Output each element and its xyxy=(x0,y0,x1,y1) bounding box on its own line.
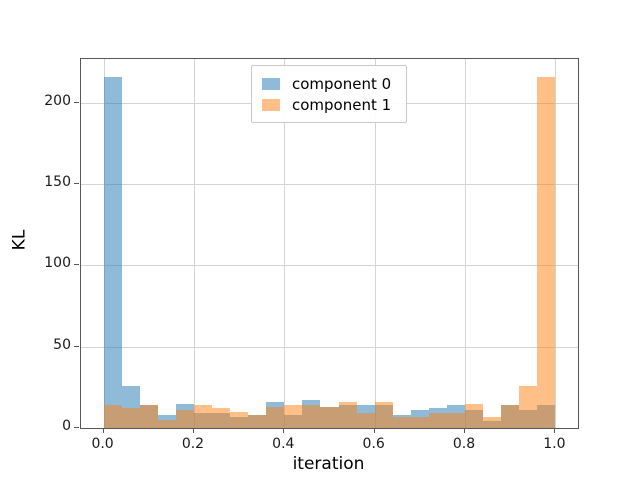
x-tick-mark-0.4 xyxy=(283,428,285,433)
histogram-bar-component-1-bin-9 xyxy=(266,406,285,428)
y-tick-mark-50 xyxy=(74,345,79,347)
x-tick-label-0.4: 0.4 xyxy=(272,436,295,452)
y-tick-mark-0 xyxy=(74,427,79,428)
histogram-bar-component-1-bin-4 xyxy=(175,410,194,428)
legend-swatch-component-0 xyxy=(262,77,280,90)
y-tick-label-100: 100 xyxy=(44,255,71,272)
histogram-bar-component-1-bin-23 xyxy=(519,385,538,428)
x-tick-label-0.6: 0.6 xyxy=(362,436,385,452)
histogram-bar-component-0-bin-0 xyxy=(103,76,122,428)
y-tick-mark-200 xyxy=(74,101,79,103)
histogram-bar-component-1-bin-15 xyxy=(374,401,393,428)
y-tick-mark-150 xyxy=(74,182,79,184)
x-tick-label-0.2: 0.2 xyxy=(181,436,205,452)
histogram-bar-component-1-bin-2 xyxy=(139,405,158,428)
histogram-bar-component-1-bin-0 xyxy=(103,405,122,428)
x-tick-mark-0.0 xyxy=(102,428,104,433)
y-tick-label-50: 50 xyxy=(53,336,71,353)
x-tick-label-0.8: 0.8 xyxy=(452,436,476,452)
histogram-bar-component-1-bin-18 xyxy=(428,413,447,428)
histogram-bar-component-1-bin-7 xyxy=(230,411,249,428)
x-tick-label-0.0: 0.0 xyxy=(91,436,114,452)
x-tick-mark-1.0 xyxy=(554,428,556,433)
histogram-bar-component-1-bin-20 xyxy=(465,403,484,428)
histogram-bar-component-1-bin-5 xyxy=(193,405,213,428)
histogram-bar-component-1-bin-19 xyxy=(446,413,466,428)
y-tick-label-200: 200 xyxy=(44,92,71,109)
histogram-bar-component-1-bin-6 xyxy=(212,408,231,428)
gridline-x-1.0 xyxy=(555,59,557,428)
gridline-x-0.6 xyxy=(374,59,376,428)
legend-label-component-1: component 1 xyxy=(292,95,392,114)
histogram-bar-component-1-bin-13 xyxy=(338,401,357,428)
histogram-bar-component-1-bin-1 xyxy=(121,408,140,428)
x-tick-mark-0.6 xyxy=(373,428,375,433)
x-tick-mark-0.8 xyxy=(464,428,466,433)
legend-entry-component-1: component 1 xyxy=(262,94,396,115)
histogram-bar-component-1-bin-12 xyxy=(320,406,339,428)
gridline-y-150 xyxy=(81,183,578,185)
gridline-y-100 xyxy=(81,265,578,267)
y-axis-label: KL xyxy=(9,229,30,251)
legend-swatch-component-1 xyxy=(262,98,280,111)
y-tick-label-0: 0 xyxy=(62,418,71,434)
gridline-y-50 xyxy=(81,346,578,348)
gridline-x-0.2 xyxy=(193,59,195,428)
histogram-bar-component-1-bin-22 xyxy=(501,405,520,428)
legend: component 0 component 1 xyxy=(251,65,407,123)
histogram-bar-component-1-bin-10 xyxy=(284,405,303,428)
x-tick-mark-0.2 xyxy=(192,428,194,433)
x-tick-label-1.0: 1.0 xyxy=(543,436,566,452)
histogram-bar-component-1-bin-16 xyxy=(392,416,411,428)
legend-entry-component-0: component 0 xyxy=(262,73,396,94)
histogram-bar-component-1-bin-21 xyxy=(483,416,502,428)
histogram-bar-component-1-bin-17 xyxy=(410,416,429,428)
y-tick-label-150: 150 xyxy=(44,173,71,190)
histogram-bar-component-1-bin-24 xyxy=(537,76,556,428)
histogram-bar-component-1-bin-3 xyxy=(157,419,176,428)
legend-label-component-0: component 0 xyxy=(292,74,392,93)
gridline-x-0.4 xyxy=(284,59,286,428)
x-axis-label: iteration xyxy=(292,454,365,474)
histogram-bar-component-1-bin-14 xyxy=(356,413,375,428)
histogram-bar-component-1-bin-8 xyxy=(248,414,267,428)
gridline-x-0.8 xyxy=(465,59,467,428)
y-tick-mark-100 xyxy=(74,264,79,266)
histogram-bar-component-1-bin-11 xyxy=(302,405,321,428)
